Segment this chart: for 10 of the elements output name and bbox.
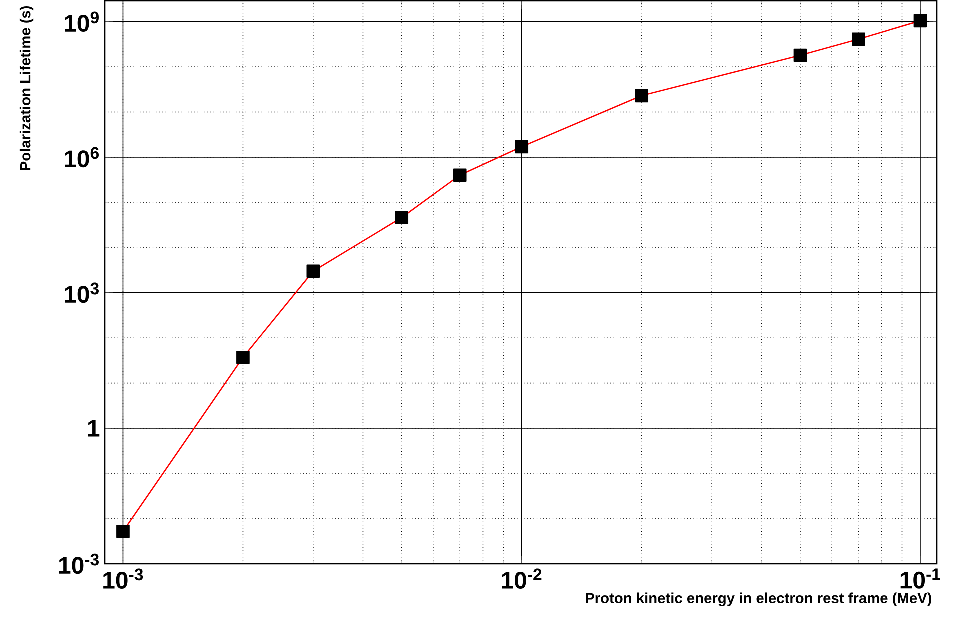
x-tick-label: 10$^{-3}$ — [104, 568, 144, 590]
y-tick-label: 10$^{3}$ — [65, 282, 100, 304]
y-tick-label: 10$^{6}$ — [65, 147, 100, 168]
y-tick-label: 1 — [88, 420, 100, 437]
x-axis-title: Proton kinetic energy in electron rest frame (MeV) — [586, 592, 932, 606]
x-tick-label: 10$^{-2}$ — [502, 568, 542, 590]
y-tick-label: 10$^{9}$ — [65, 12, 99, 32]
y-tick-label: 10$^{-3}$ — [59, 554, 100, 574]
x-tick-label: 10$^{-1}$ — [900, 568, 940, 589]
y-axis-title: Polarization Lifetime (s) — [20, 6, 34, 170]
